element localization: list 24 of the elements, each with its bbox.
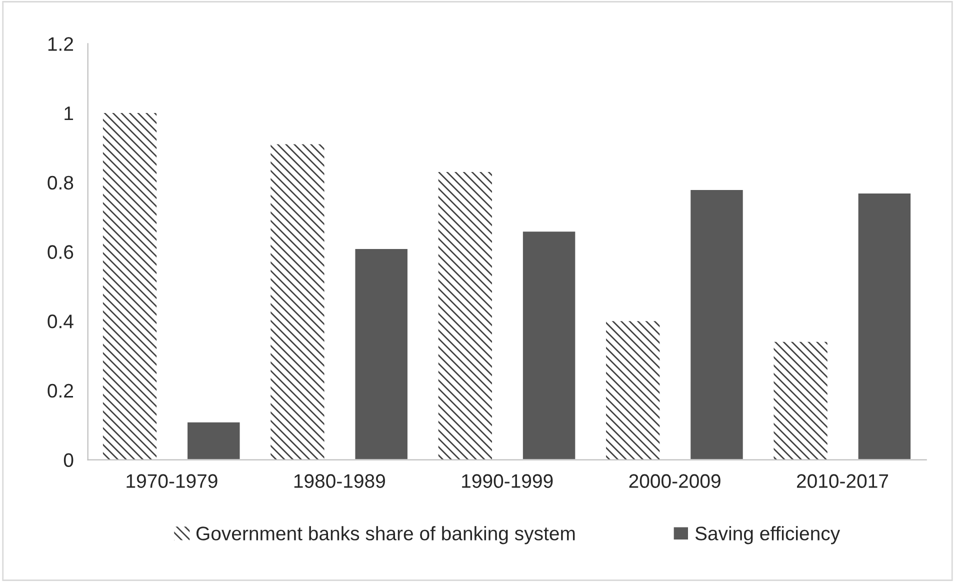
bar [438,172,492,460]
y-tick-label: 0.2 [48,384,73,398]
x-tick-label: 1990-1999 [462,474,553,488]
x-tick-label: 2010-2017 [796,474,888,488]
bar [186,420,242,460]
legend-label: Government banks share of banking system [196,526,575,544]
bar [689,188,744,460]
bar [522,230,577,460]
bar [856,192,912,460]
bar [102,113,157,460]
y-tick-label: 0 [64,453,74,468]
y-tick-label: 1.2 [48,37,73,51]
legend-label: Saving efficiency [695,526,840,544]
y-tick-label: 0.6 [48,245,74,259]
x-tick-label: 1980-1989 [294,474,385,488]
bar [774,342,828,460]
y-tick-label: 0.4 [48,314,74,328]
x-tick-label: 2000-2009 [629,474,720,488]
bar [354,248,409,460]
x-tick-label: 1970-1979 [126,474,218,488]
bar [606,321,660,460]
y-tick-label: 1 [64,106,74,120]
y-tick-label: 0.8 [48,176,74,190]
bar [270,144,324,460]
